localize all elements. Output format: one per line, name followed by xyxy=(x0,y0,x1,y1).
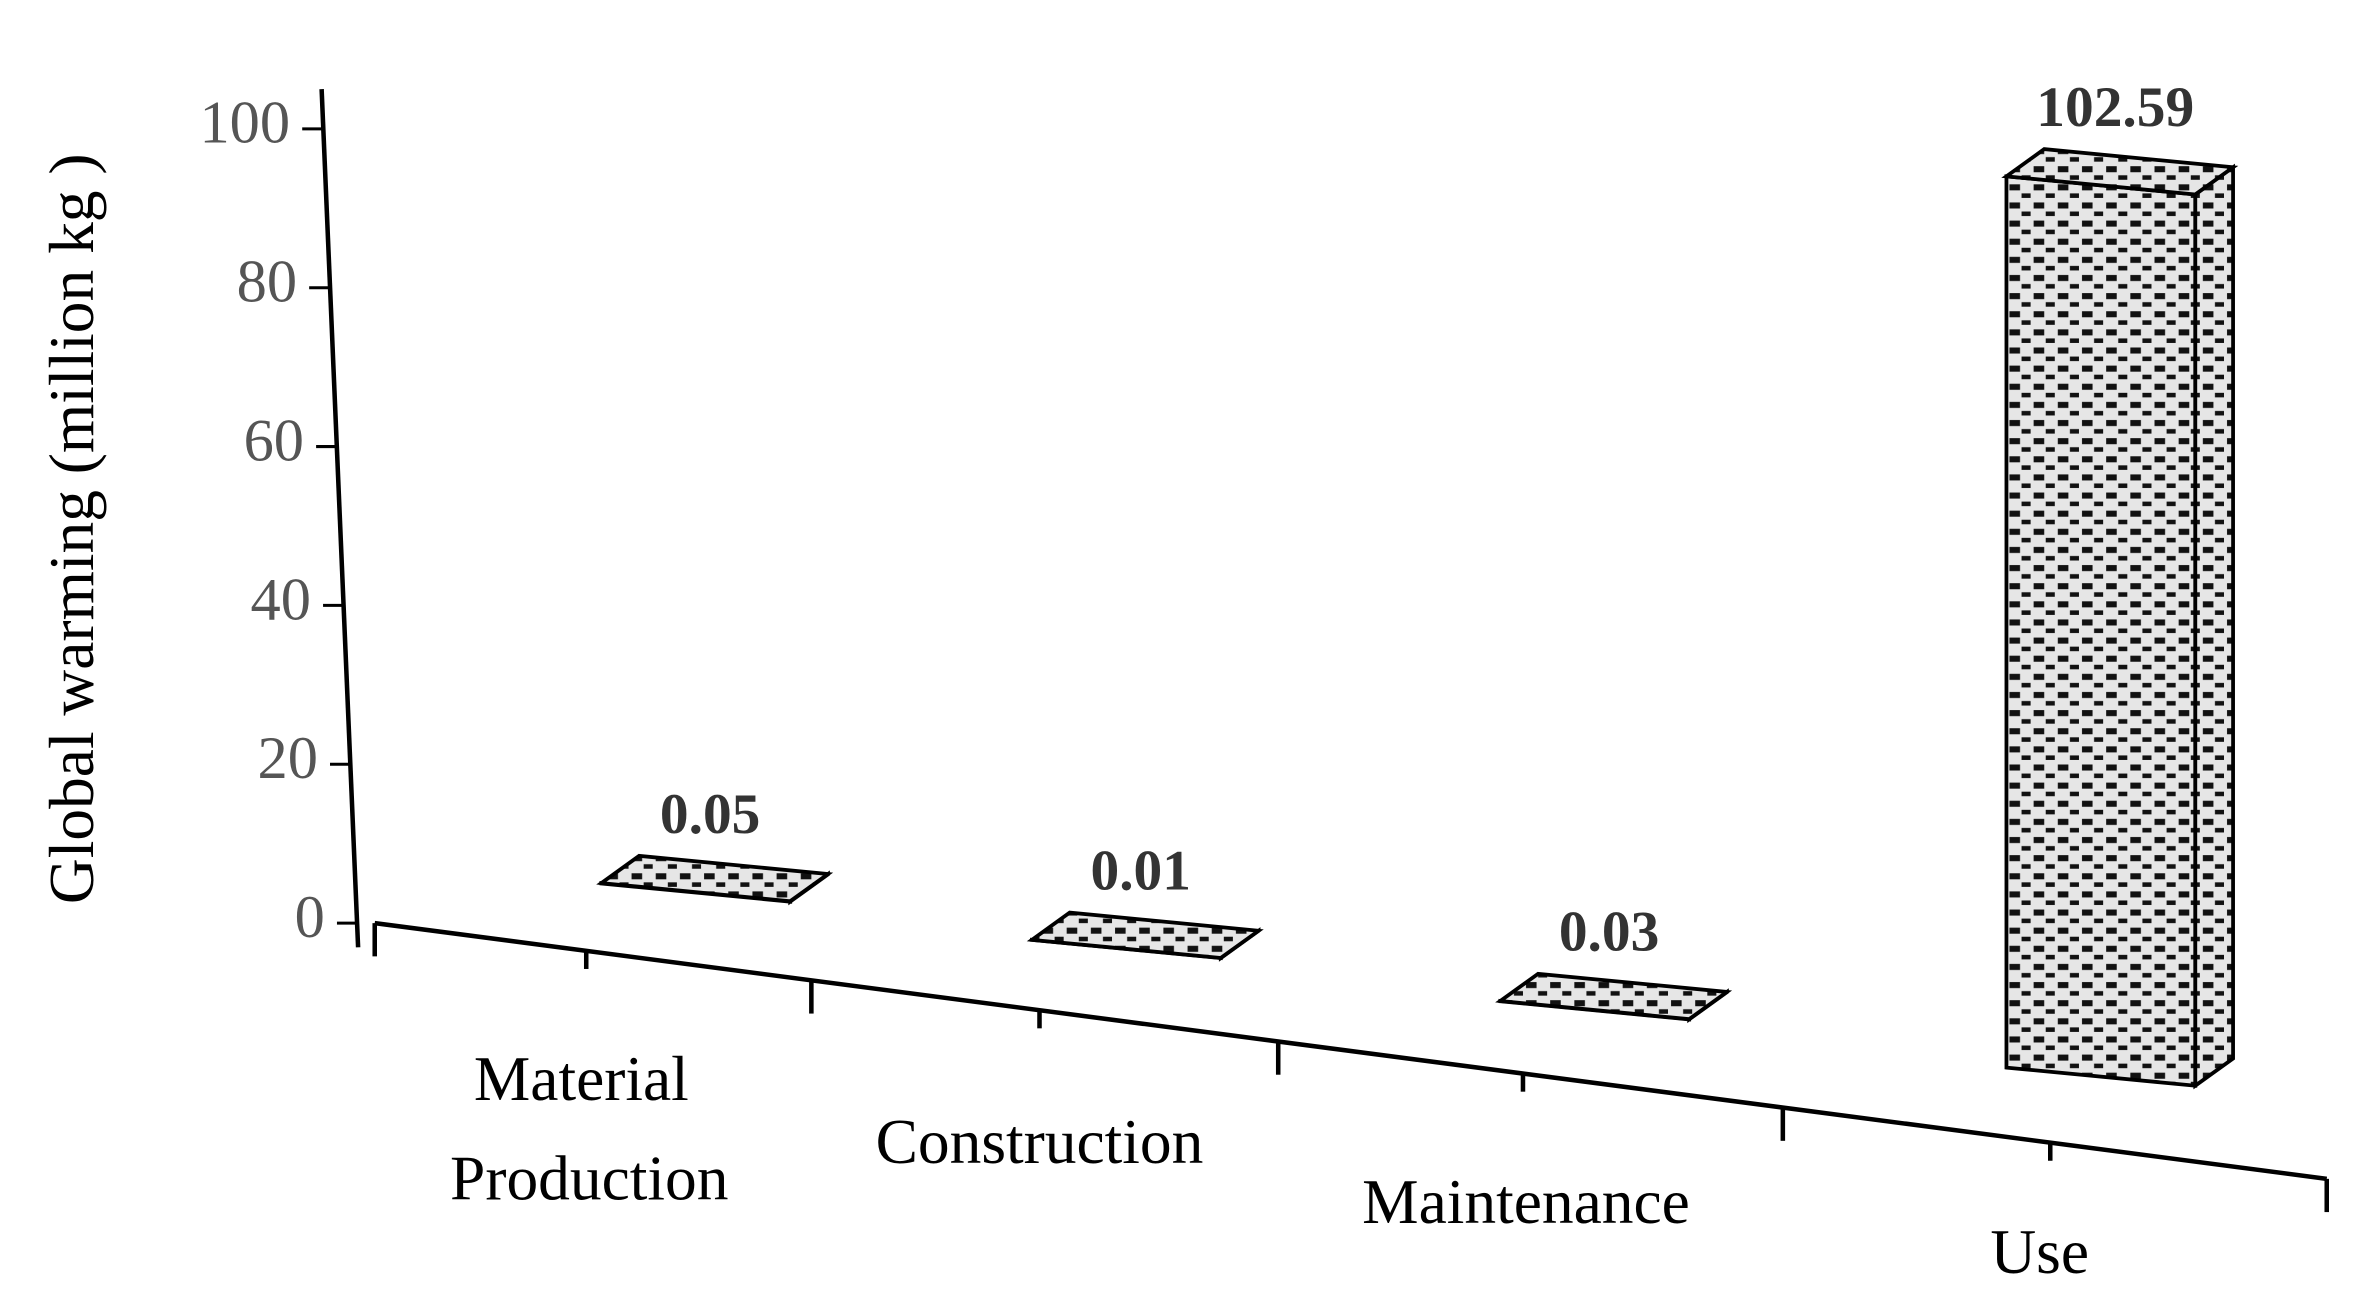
y-tick-label: 100 xyxy=(199,90,290,157)
x-axis xyxy=(374,920,2328,1182)
y-axis-label: Global warming (million kg ) xyxy=(36,154,107,905)
y-tick-label: 20 xyxy=(257,725,317,792)
value-label: 102.59 xyxy=(2036,76,2194,139)
bar xyxy=(2001,147,2239,1090)
bar-top xyxy=(1026,910,1264,960)
x-tick-label-line: Material xyxy=(474,1042,705,1113)
bar xyxy=(1026,910,1264,962)
y-axis xyxy=(319,89,361,948)
x-tick-label: Use xyxy=(1990,1216,2089,1287)
x-tick-label: Maintenance xyxy=(1362,1166,1690,1237)
bar xyxy=(596,853,834,906)
bar-side xyxy=(2193,163,2235,1090)
bar-top xyxy=(1495,971,1733,1022)
value-label: 0.01 xyxy=(1090,840,1190,903)
value-label: 0.05 xyxy=(660,783,760,846)
x-tick-label: Material Production xyxy=(450,1042,728,1213)
y-tick-label: 40 xyxy=(251,566,311,633)
value-label: 0.03 xyxy=(1559,901,1659,964)
y-tick-label: 80 xyxy=(237,249,297,316)
bar-top xyxy=(2001,147,2239,197)
x-tick-label: Construction xyxy=(876,1106,1204,1177)
bar-front xyxy=(2004,174,2198,1088)
bar xyxy=(1495,971,1733,1024)
y-tick-label: 60 xyxy=(244,407,304,474)
x-tick-label-line: Production xyxy=(450,1142,728,1213)
y-tick-label: 0 xyxy=(295,884,325,951)
bar-top xyxy=(596,853,834,904)
